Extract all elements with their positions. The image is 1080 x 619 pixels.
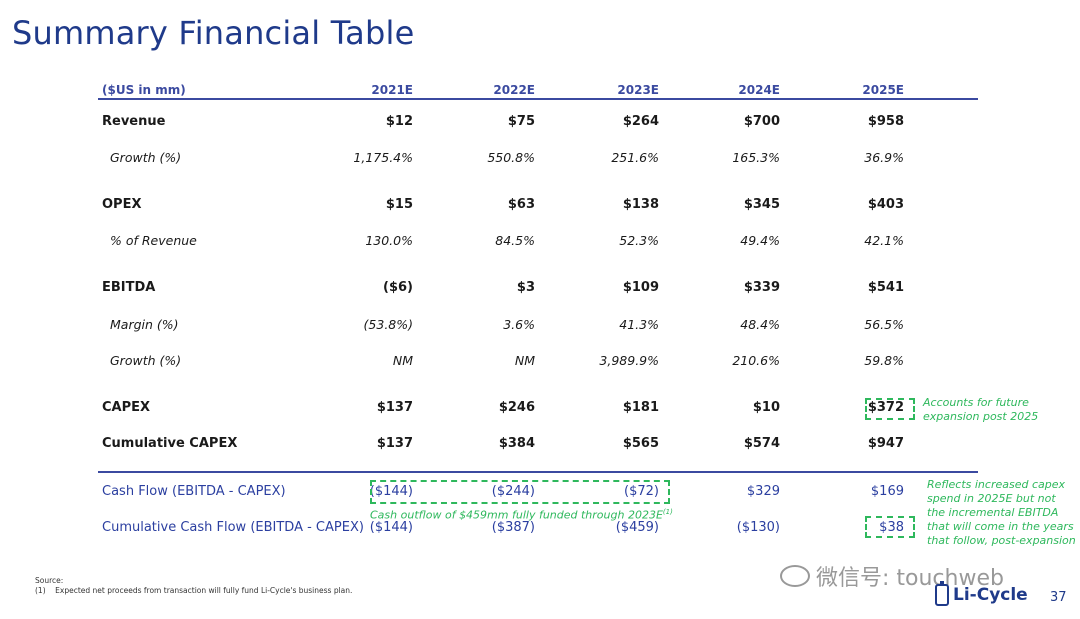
header-divider — [98, 98, 978, 100]
year-header: 2025E — [862, 83, 904, 97]
cell-value: $137 — [376, 400, 413, 415]
cell-value: 210.6% — [732, 353, 780, 368]
cell-value: $958 — [867, 114, 904, 129]
footnote-marker: (1) — [35, 586, 46, 595]
cell-value: 52.3% — [619, 233, 659, 248]
cell-value: 48.4% — [740, 317, 780, 332]
cell-value: $339 — [743, 280, 780, 295]
cash-outflow-note-text: Cash outflow of $459mm fully funded thro… — [370, 508, 663, 522]
cash-flow-divider — [98, 471, 978, 473]
year-header: 2022E — [493, 83, 535, 97]
cell-value: $12 — [385, 114, 413, 129]
cell-value: ($72) — [624, 484, 659, 499]
row-label-ebitda-growth: Growth (%) — [110, 353, 182, 368]
cell-value: ($387) — [491, 520, 535, 535]
cell-value: 3,989.9% — [599, 353, 659, 368]
cell-value: 84.5% — [495, 233, 535, 248]
cell-value: $565 — [622, 436, 659, 451]
cash-outflow-note: Cash outflow of $459mm fully funded thro… — [370, 505, 673, 523]
footnote-line: (1) Expected net proceeds from transacti… — [35, 586, 352, 596]
row-label-margin: Margin (%) — [110, 317, 179, 332]
cum-cash-flow-note: Reflects increased capex spend in 2025E … — [927, 478, 1076, 547]
cash-flow-highlight-box — [370, 480, 670, 504]
cell-value: $38 — [879, 520, 904, 535]
cell-value: $169 — [870, 484, 904, 499]
cell-value: $63 — [507, 197, 535, 212]
cell-value: $345 — [743, 197, 780, 212]
source-label: Source: — [35, 576, 64, 585]
row-label-opex-pct: % of Revenue — [110, 233, 197, 248]
cell-value: 3.6% — [503, 317, 535, 332]
row-label-cash-flow: Cash Flow (EBITDA - CAPEX) — [102, 484, 286, 499]
cell-value: NM — [514, 353, 535, 368]
cell-value: 49.4% — [740, 233, 780, 248]
cell-value: $138 — [622, 197, 659, 212]
capex-note: Accounts for future expansion post 2025 — [923, 396, 1039, 423]
page-number: 37 — [1050, 590, 1067, 605]
cell-value: $574 — [743, 436, 780, 451]
cell-value: $137 — [376, 436, 413, 451]
cell-value: 130.0% — [365, 233, 413, 248]
cell-value: $372 — [867, 400, 904, 415]
capex-highlight-box — [865, 398, 915, 420]
cell-value: $541 — [867, 280, 904, 295]
wechat-watermark: 微信号: touchweb — [780, 560, 1004, 592]
wechat-icon — [780, 565, 810, 587]
cell-value: 56.5% — [864, 317, 904, 332]
cell-value: 36.9% — [864, 150, 904, 165]
unit-header: ($US in mm) — [102, 83, 186, 97]
cell-value: 41.3% — [619, 317, 659, 332]
cell-value: $10 — [752, 400, 780, 415]
row-label-cum-capex: Cumulative CAPEX — [102, 436, 238, 451]
row-label-revenue: Revenue — [102, 114, 166, 129]
row-label-opex: OPEX — [102, 197, 142, 212]
year-header: 2021E — [371, 83, 413, 97]
cell-value: ($6) — [383, 280, 413, 295]
cell-value: NM — [392, 353, 413, 368]
cell-value: ($144) — [369, 520, 413, 535]
cell-value: ($244) — [491, 484, 535, 499]
battery-icon — [935, 581, 949, 606]
cell-value: 165.3% — [732, 150, 780, 165]
row-label-capex: CAPEX — [102, 400, 151, 415]
cell-value: ($459) — [615, 520, 659, 535]
cell-value: $700 — [743, 114, 780, 129]
source-footnote: Source: (1) Expected net proceeds from t… — [35, 576, 352, 596]
row-label-cum-cash-flow: Cumulative Cash Flow (EBITDA - CAPEX) — [102, 520, 364, 535]
cell-value: 550.8% — [487, 150, 535, 165]
cell-value: 59.8% — [864, 353, 904, 368]
cell-value: $181 — [622, 400, 659, 415]
cell-value: $3 — [516, 280, 535, 295]
page-title: Summary Financial Table — [12, 14, 415, 52]
cell-value: $109 — [622, 280, 659, 295]
cell-value: $15 — [385, 197, 413, 212]
cell-value: $384 — [498, 436, 535, 451]
footnote-text: Expected net proceeds from transaction w… — [55, 586, 353, 595]
year-header: 2023E — [617, 83, 659, 97]
year-header: 2024E — [738, 83, 780, 97]
cell-value: ($144) — [369, 484, 413, 499]
cell-value: ($130) — [736, 520, 780, 535]
row-label-revenue-growth: Growth (%) — [110, 150, 182, 165]
cell-value: (53.8%) — [363, 317, 413, 332]
cell-value: $947 — [867, 436, 904, 451]
li-cycle-logo: Li-Cycle — [935, 581, 1028, 606]
cell-value: 1,175.4% — [353, 150, 413, 165]
row-label-ebitda: EBITDA — [102, 280, 156, 295]
cell-value: $246 — [498, 400, 535, 415]
cell-value: $403 — [867, 197, 904, 212]
cell-value: $329 — [746, 484, 780, 499]
cash-outflow-note-sup: (1) — [662, 508, 673, 516]
cum-cash-flow-highlight-box — [865, 516, 915, 538]
cell-value: $75 — [507, 114, 535, 129]
cell-value: 42.1% — [864, 233, 904, 248]
cell-value: 251.6% — [611, 150, 659, 165]
logo-text: Li-Cycle — [953, 585, 1028, 605]
cell-value: $264 — [622, 114, 659, 129]
watermark-text: 微信号: touchweb — [816, 566, 1004, 591]
